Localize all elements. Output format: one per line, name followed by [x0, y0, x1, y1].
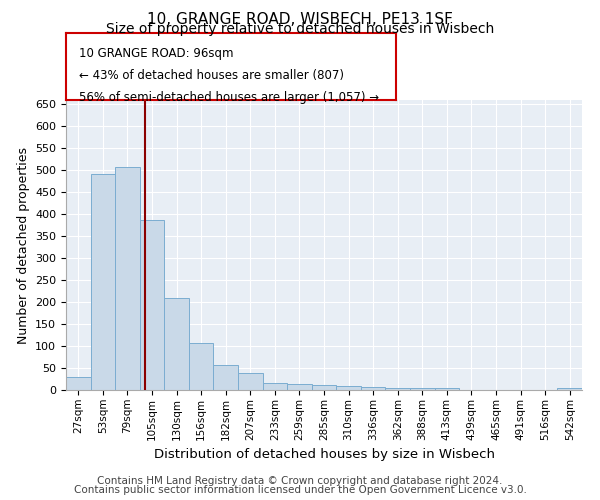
Bar [287, 384, 312, 390]
Bar [410, 388, 434, 390]
Text: Contains HM Land Registry data © Crown copyright and database right 2024.: Contains HM Land Registry data © Crown c… [97, 476, 503, 486]
Bar [115, 167, 140, 390]
Text: ← 43% of detached houses are smaller (807): ← 43% of detached houses are smaller (80… [79, 69, 344, 82]
Text: 10, GRANGE ROAD, WISBECH, PE13 1SF: 10, GRANGE ROAD, WISBECH, PE13 1SF [147, 12, 453, 28]
Bar [361, 388, 385, 390]
Text: 10 GRANGE ROAD: 96sqm: 10 GRANGE ROAD: 96sqm [79, 48, 234, 60]
Bar [140, 220, 164, 390]
Text: 56% of semi-detached houses are larger (1,057) →: 56% of semi-detached houses are larger (… [79, 90, 379, 104]
Bar [263, 382, 287, 390]
Y-axis label: Number of detached properties: Number of detached properties [17, 146, 29, 344]
Bar [238, 373, 263, 390]
Bar [385, 388, 410, 390]
Bar [189, 343, 214, 390]
Text: Size of property relative to detached houses in Wisbech: Size of property relative to detached ho… [106, 22, 494, 36]
Bar [164, 298, 189, 390]
Bar [336, 386, 361, 390]
Bar [91, 174, 115, 390]
Bar [214, 365, 238, 390]
X-axis label: Distribution of detached houses by size in Wisbech: Distribution of detached houses by size … [154, 448, 494, 461]
Bar [434, 388, 459, 390]
Text: Contains public sector information licensed under the Open Government Licence v3: Contains public sector information licen… [74, 485, 526, 495]
Bar [66, 377, 91, 390]
Bar [312, 385, 336, 390]
Bar [557, 388, 582, 390]
